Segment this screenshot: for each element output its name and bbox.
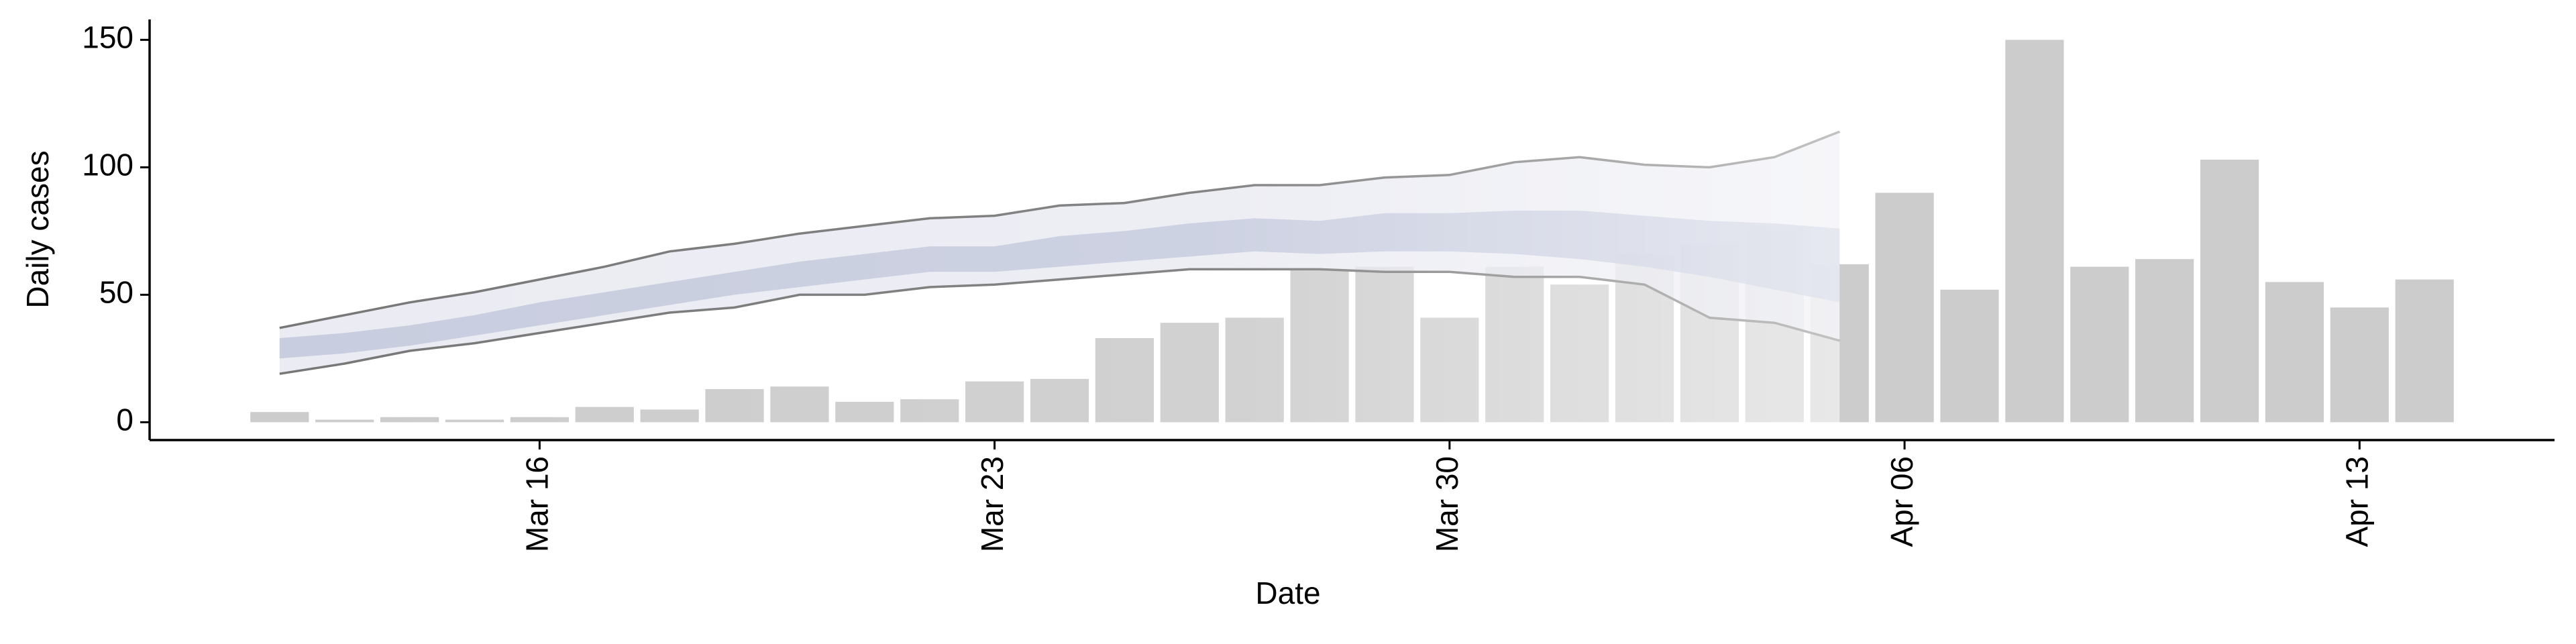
y-tick-label: 150 [82,20,133,55]
bar [2135,259,2194,423]
bar [1940,289,1999,423]
bar [2395,279,2454,423]
y-tick-label: 50 [99,275,133,310]
y-tick-label: 100 [82,148,133,182]
bar [2330,307,2389,423]
bar [2200,160,2259,423]
fade-overlay [279,19,1840,440]
x-tick-label: Mar 16 [520,456,555,552]
x-tick-label: Apr 13 [2339,456,2374,547]
x-tick-label: Apr 06 [1884,456,1919,547]
x-axis-label: Date [1255,576,1320,610]
y-axis-label: Daily cases [20,150,55,308]
y-tick-label: 0 [116,402,133,437]
bar [1875,193,1934,423]
bar [2005,40,2064,423]
x-tick-label: Mar 30 [1430,456,1464,552]
bar [2265,282,2324,423]
x-tick-label: Mar 23 [975,456,1010,552]
bar [2070,266,2129,423]
